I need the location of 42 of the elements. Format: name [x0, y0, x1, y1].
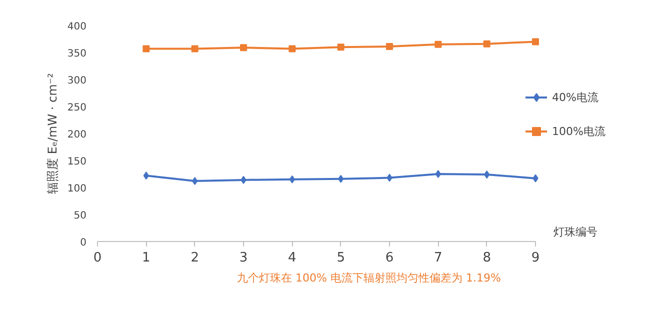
point: [192, 177, 198, 186]
x-tick-label: 3: [239, 250, 248, 266]
point: [434, 40, 442, 48]
point: [288, 45, 296, 52]
y-tick-label: 300: [67, 76, 87, 86]
text: 九个灯珠在 100% 电流下辐射照均匀性偏差为 1.19%: [237, 272, 501, 284]
x-tick-label: 8: [482, 250, 491, 266]
point: [532, 38, 539, 46]
x-tick-label: 9: [531, 250, 540, 266]
y-tick-label: 150: [67, 156, 87, 168]
y-tick-label: 400: [67, 22, 87, 32]
x-tick-label: 0: [93, 250, 102, 266]
y-tick-label: 50: [74, 210, 87, 222]
y-axis-title: 辐照度 Eₑ/mW · cm⁻²: [45, 72, 60, 194]
point: [337, 44, 344, 51]
point: [143, 172, 149, 180]
x-axis-title: 灯珠编号: [554, 226, 598, 238]
point: [532, 174, 538, 182]
point: [289, 175, 295, 184]
y-tick-label: 200: [67, 130, 87, 140]
y-tick-label: 250: [67, 102, 87, 114]
x-tick-label: 1: [142, 250, 150, 266]
point: [483, 40, 490, 48]
x-tick-label: 6: [385, 250, 394, 266]
point: [484, 170, 490, 179]
x-tick-label: 5: [336, 250, 345, 266]
x-tick-label: 7: [434, 250, 442, 266]
y-tick-label: 350: [67, 48, 87, 60]
legend-label: 40%电流: [552, 90, 598, 104]
point: [240, 44, 247, 52]
x-tick-label: 2: [190, 250, 199, 266]
point: [338, 174, 344, 183]
point: [386, 174, 392, 182]
point: [240, 176, 246, 184]
x-tick-label: 4: [288, 250, 296, 266]
legend-label: 100%电流: [552, 124, 606, 138]
point: [142, 45, 150, 52]
point: [191, 45, 198, 52]
y-tick-label: 0: [80, 238, 87, 248]
point: [386, 43, 393, 50]
point: [435, 170, 441, 178]
y-tick-label: 100: [67, 184, 87, 194]
